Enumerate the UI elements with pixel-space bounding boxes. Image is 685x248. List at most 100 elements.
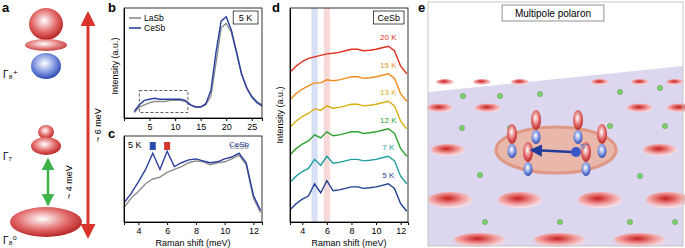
lattice-site	[498, 192, 542, 208]
multipole-lobe	[573, 110, 583, 130]
ion	[460, 93, 465, 98]
tick-label: 25	[247, 122, 257, 132]
lattice-site	[666, 79, 684, 85]
multipole-lobe	[532, 130, 541, 144]
series-line	[134, 17, 262, 112]
tick: 5	[148, 118, 153, 132]
tick-label: 12	[249, 226, 259, 236]
lattice-site	[431, 144, 465, 156]
lattice-site	[667, 104, 685, 113]
lattice-site	[631, 79, 649, 85]
level-label: Γ₈⁺	[3, 69, 18, 80]
lattice-site	[473, 79, 491, 85]
tick-mark	[302, 222, 303, 225]
legend-swatch	[129, 27, 141, 29]
lattice-site	[475, 104, 501, 113]
tick-mark	[351, 222, 352, 225]
series-label: 15 K	[380, 61, 397, 70]
tick-label: 10	[220, 226, 230, 236]
multipole-lobe	[597, 124, 607, 144]
legend-swatch	[129, 17, 141, 19]
series-line	[124, 155, 261, 212]
tick-label: 6	[325, 226, 330, 236]
tick-label: 8	[349, 226, 354, 236]
multipole-lobe	[508, 144, 517, 158]
tick: 10	[372, 222, 382, 236]
tick-mark	[138, 222, 139, 225]
series-line	[290, 46, 407, 74]
axis-title: Raman shift (meV)	[155, 238, 230, 248]
tick-label: 12	[396, 226, 406, 236]
lattice-site	[454, 233, 506, 247]
lattice-site	[428, 192, 472, 208]
ion	[657, 85, 662, 90]
plot-frame	[290, 8, 408, 222]
ion	[672, 219, 677, 224]
tick-mark	[252, 118, 253, 121]
axis-line	[291, 223, 409, 226]
plot-area	[124, 142, 261, 212]
orbital-lobe	[29, 8, 63, 40]
figure: Γ₈⁺Γ₇Γ₈⁰~ 6 meV~ 4 meVa510152025Intensit…	[0, 0, 685, 248]
tick-mark	[225, 222, 226, 225]
tick: 6	[165, 222, 170, 236]
tick-mark	[196, 222, 197, 225]
tick: 6	[325, 222, 330, 236]
multipole-lobe	[531, 110, 541, 130]
multipole-lobe	[507, 124, 517, 144]
tick-mark	[327, 222, 328, 225]
plot-area	[134, 17, 262, 113]
tick: 20	[222, 118, 232, 132]
y-axis	[124, 137, 125, 223]
ion	[497, 93, 502, 98]
lattice-site	[591, 79, 609, 85]
panel-letter: b	[108, 0, 116, 15]
series-label: 20 K	[380, 33, 397, 42]
arrow	[87, 14, 90, 236]
x-axis: 510152025	[125, 118, 263, 132]
ion	[482, 219, 487, 224]
series-label: 13 K	[380, 88, 397, 97]
arrow-label: ~ 6 meV	[93, 108, 103, 142]
orbital-lobe	[38, 125, 54, 139]
panel-e: e⁻Multipole polaron	[427, 2, 685, 247]
orbital-ring	[25, 39, 67, 51]
tick-mark	[376, 222, 377, 225]
peak-marker	[164, 142, 170, 150]
tick-label: 10	[171, 122, 181, 132]
lattice-site	[427, 104, 453, 113]
axis-line	[124, 137, 125, 223]
title-box	[233, 11, 258, 24]
panel-a: Γ₈⁺Γ₇Γ₈⁰~ 6 meV~ 4 meV	[3, 8, 103, 246]
tick-label: 20	[222, 122, 232, 132]
band	[312, 8, 318, 222]
tick-mark	[253, 222, 254, 225]
arrow-label: ~ 4 meV	[64, 165, 74, 199]
ion	[627, 219, 632, 224]
title-box	[374, 11, 404, 24]
series-line	[124, 151, 261, 210]
multipole-lobe	[581, 142, 591, 162]
panel-letter: a	[2, 0, 10, 15]
ion	[459, 125, 464, 130]
plane	[428, 66, 683, 246]
legend-label: LaSb	[144, 13, 164, 23]
ion	[477, 172, 482, 177]
tick-label: 6	[165, 226, 170, 236]
series-line	[290, 129, 407, 157]
title: CeSb	[378, 13, 401, 23]
chart-panel: 4681012Raman shift (meV)5 KLaSbCeSb	[124, 136, 263, 248]
orbital-lobe	[31, 53, 61, 79]
tick: 4	[136, 222, 141, 236]
title: 5 K	[128, 140, 142, 150]
axis-title: Intensity (a.u.)	[275, 86, 285, 143]
ion	[617, 89, 622, 94]
tick-label: 10	[372, 226, 382, 236]
ion	[557, 219, 562, 224]
axis-line	[125, 223, 263, 226]
chart-panel: 510152025Intensity (a.u.)5 KLaSbCeSb	[110, 8, 263, 132]
lattice-site	[534, 233, 586, 247]
chart-panel: 4681012Raman shift (meV)Intensity (a.u.)…	[275, 8, 409, 248]
tick: 12	[249, 222, 259, 236]
tick: 8	[349, 222, 354, 236]
